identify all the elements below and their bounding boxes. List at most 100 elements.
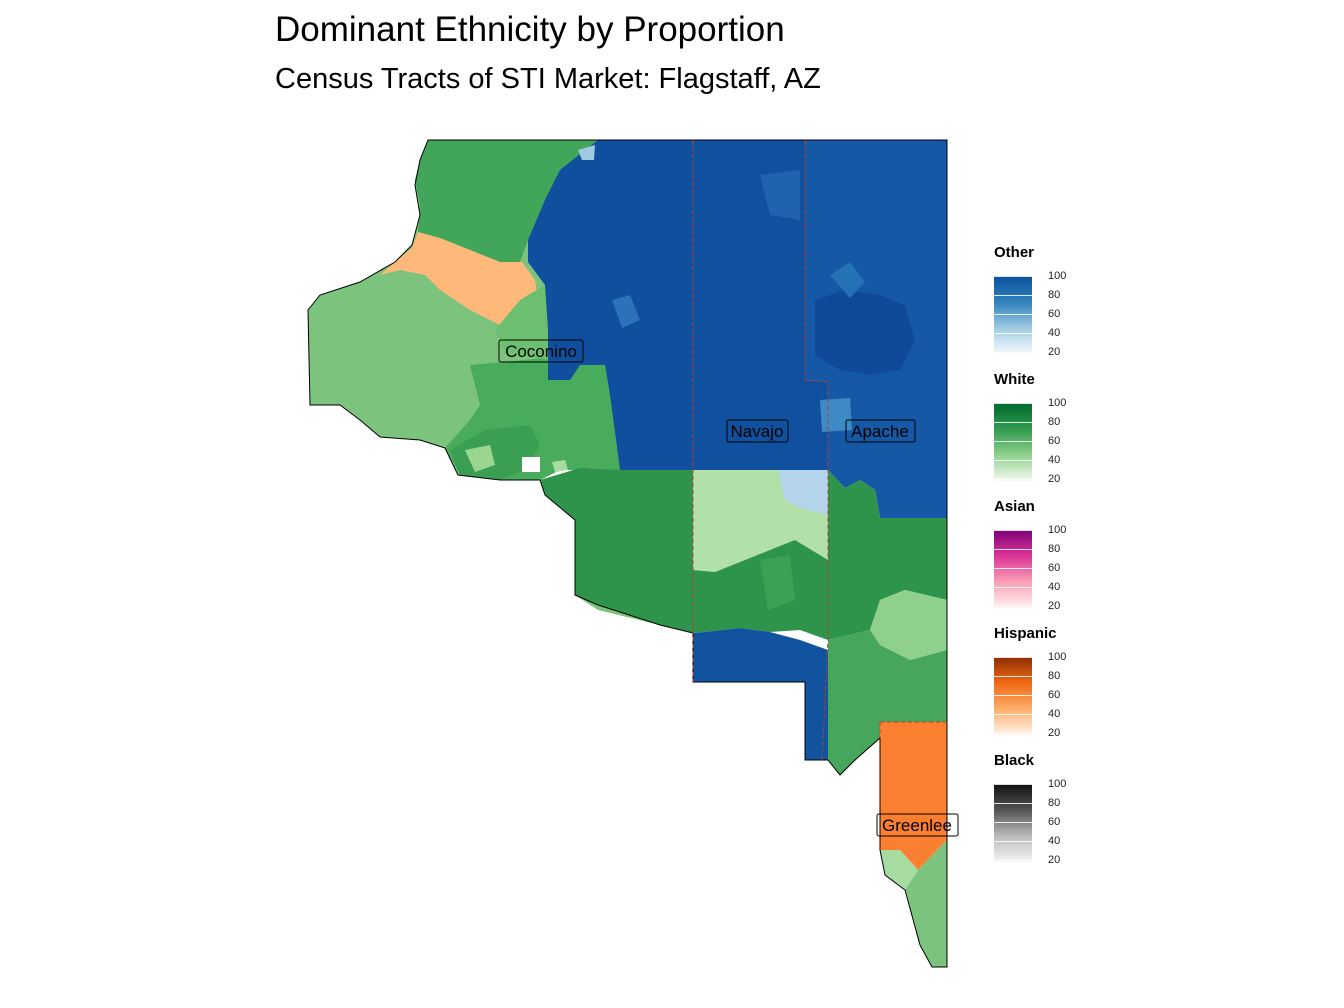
- legend-tick-label: 100: [1048, 524, 1067, 536]
- tract: [820, 398, 852, 432]
- tract: [880, 722, 947, 870]
- legend-tick-label: 20: [1048, 727, 1061, 739]
- legend-tick-label: 40: [1048, 835, 1061, 847]
- legend-asian: Asian 100 80 60 40 20: [994, 498, 1104, 625]
- county-label-apache: Apache: [845, 419, 916, 443]
- tract: [870, 590, 947, 660]
- legend-tick-label: 20: [1048, 854, 1061, 866]
- legend-white: White 100 80 60 40 20: [994, 371, 1104, 498]
- tract: [693, 140, 828, 470]
- county-apache: [805, 140, 947, 775]
- legend-tick-mark: [994, 860, 1032, 861]
- legend-tick-mark: [994, 441, 1032, 442]
- legend: Other 100 80 60 40 20 White 100 80 60 40 20 Asian 100…: [994, 244, 1104, 879]
- market-outline: [307, 139, 948, 968]
- legend-tick-label: 40: [1048, 454, 1061, 466]
- legend-tick-label: 80: [1048, 543, 1061, 555]
- legend-tick-mark: [994, 276, 1032, 277]
- legend-tick-label: 100: [1048, 397, 1067, 409]
- county-boundaries: [692, 140, 947, 761]
- svg-text:Greenlee: Greenlee: [882, 816, 952, 835]
- legend-tick-mark: [994, 460, 1032, 461]
- legend-tick-label: 60: [1048, 435, 1061, 447]
- tract: [528, 140, 693, 470]
- legend-tick-label: 60: [1048, 308, 1061, 320]
- legend-tick-mark: [994, 841, 1032, 842]
- tract: [828, 630, 947, 775]
- legend-other: Other 100 80 60 40 20: [994, 244, 1104, 371]
- tract: [905, 840, 947, 967]
- tract: [760, 555, 795, 610]
- legend-tick-mark: [994, 422, 1032, 423]
- legend-tick-mark: [994, 295, 1032, 296]
- county-coconino: [308, 140, 693, 633]
- legend-tick-mark: [994, 657, 1032, 658]
- legend-tick-label: 80: [1048, 289, 1061, 301]
- legend-tick-label: 40: [1048, 581, 1061, 593]
- county-label-coconino: Coconino: [498, 339, 584, 363]
- legend-tick-label: 20: [1048, 473, 1061, 485]
- tract: [540, 468, 693, 633]
- legend-tick-label: 60: [1048, 689, 1061, 701]
- legend-tick-label: 80: [1048, 670, 1061, 682]
- legend-tick-mark: [994, 733, 1032, 734]
- tract: [415, 140, 598, 262]
- legend-tick-mark: [994, 530, 1032, 531]
- legend-tick-mark: [994, 803, 1032, 804]
- legend-tick-mark: [994, 676, 1032, 677]
- page-title: Dominant Ethnicity by Proportion: [275, 10, 785, 49]
- legend-tick-label: 20: [1048, 346, 1061, 358]
- tract: [815, 290, 915, 375]
- tract: [778, 470, 828, 515]
- tract: [830, 262, 865, 298]
- tract: [495, 285, 548, 360]
- tract: [760, 170, 800, 220]
- page-subtitle: Census Tracts of STI Market: Flagstaff, …: [275, 63, 821, 95]
- legend-tick-mark: [994, 333, 1032, 334]
- legend-colorbar: [994, 403, 1032, 481]
- county-greenlee: [880, 722, 947, 967]
- county-label-greenlee: Greenlee: [876, 813, 959, 837]
- legend-tick-mark: [994, 549, 1032, 550]
- legend-tick-mark: [994, 784, 1032, 785]
- legend-tick-mark: [994, 352, 1032, 353]
- legend-tick-mark: [994, 587, 1032, 588]
- tract: [693, 540, 828, 640]
- legend-tick-mark: [994, 479, 1032, 480]
- legend-title: Other: [994, 244, 1035, 261]
- tract: [465, 445, 495, 472]
- legend-title: Hispanic: [994, 625, 1057, 642]
- legend-tick-label: 100: [1048, 778, 1067, 790]
- legend-tick-label: 80: [1048, 416, 1061, 428]
- legend-title: White: [994, 371, 1035, 388]
- legend-tick-label: 100: [1048, 270, 1067, 282]
- tract: [828, 470, 947, 640]
- legend-colorbar: [994, 276, 1032, 354]
- legend-hispanic: Hispanic 100 80 60 40 20: [994, 625, 1104, 752]
- legend-colorbar: [994, 657, 1032, 735]
- tract: [578, 145, 595, 160]
- tract: [522, 457, 540, 472]
- tract: [552, 460, 568, 472]
- svg-text:Navajo: Navajo: [731, 422, 784, 441]
- tract: [380, 232, 538, 325]
- svg-text:Coconino: Coconino: [505, 342, 577, 361]
- legend-tick-mark: [994, 314, 1032, 315]
- legend-tick-label: 100: [1048, 651, 1067, 663]
- legend-tick-label: 40: [1048, 708, 1061, 720]
- legend-colorbar: [994, 784, 1032, 862]
- legend-black: Black 100 80 60 40 20: [994, 752, 1104, 879]
- legend-tick-mark: [994, 403, 1032, 404]
- legend-tick-mark: [994, 695, 1032, 696]
- tract: [612, 295, 640, 328]
- county-label-navajo: Navajo: [726, 419, 789, 443]
- svg-text:Apache: Apache: [851, 422, 909, 441]
- tract: [693, 628, 828, 760]
- legend-title: Asian: [994, 498, 1035, 515]
- legend-tick-mark: [994, 714, 1032, 715]
- legend-tick-label: 60: [1048, 816, 1061, 828]
- legend-tick-label: 60: [1048, 562, 1061, 574]
- legend-tick-label: 20: [1048, 600, 1061, 612]
- tract: [880, 850, 918, 890]
